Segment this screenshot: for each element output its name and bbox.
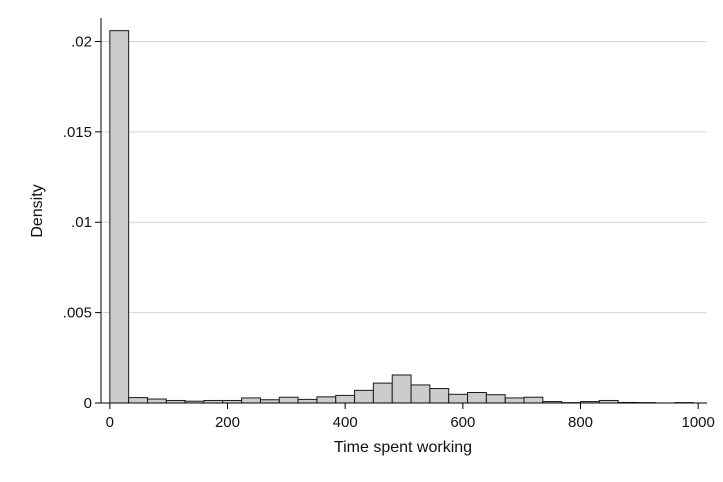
histogram-bar <box>128 397 148 404</box>
histogram-bar <box>467 392 487 404</box>
x-tick-label: 600 <box>450 414 475 431</box>
axes <box>100 18 707 404</box>
x-tick-label: 400 <box>333 414 358 431</box>
y-tick-label: .02 <box>71 33 92 50</box>
histogram-bars <box>109 30 694 404</box>
y-tick-label: 0 <box>84 395 92 412</box>
histogram-bar <box>429 388 450 404</box>
histogram-bar <box>391 374 412 404</box>
gridlines <box>101 40 707 314</box>
histogram-bar <box>316 396 337 404</box>
histogram-bar <box>485 394 506 404</box>
x-tick-label: 1000 <box>681 414 714 431</box>
histogram-bar <box>278 396 299 404</box>
y-tick-label: .015 <box>63 124 92 141</box>
histogram-bar <box>354 389 374 404</box>
y-tick-label: .005 <box>63 305 92 322</box>
histogram-bar <box>297 398 318 404</box>
histogram-bar <box>372 382 393 404</box>
y-tick-label: .01 <box>71 214 92 231</box>
histogram-bar <box>109 30 130 404</box>
x-axis-title: Time spent working <box>334 439 472 456</box>
y-axis-title: Density <box>29 184 46 237</box>
x-tick-label: 0 <box>106 414 114 431</box>
x-tick-label: 200 <box>215 414 240 431</box>
histogram-bar <box>410 384 431 404</box>
histogram-bar <box>241 397 261 404</box>
x-tick-label: 800 <box>568 414 593 431</box>
histogram-bar <box>448 393 469 404</box>
histogram-bar <box>523 396 544 404</box>
histogram-bar <box>504 397 525 404</box>
histogram-bar <box>146 398 167 404</box>
axis-ticks: 0 .005 .01 .015 .02 0 200 400 600 800 1000 <box>63 33 715 431</box>
histogram-bar <box>335 394 356 404</box>
